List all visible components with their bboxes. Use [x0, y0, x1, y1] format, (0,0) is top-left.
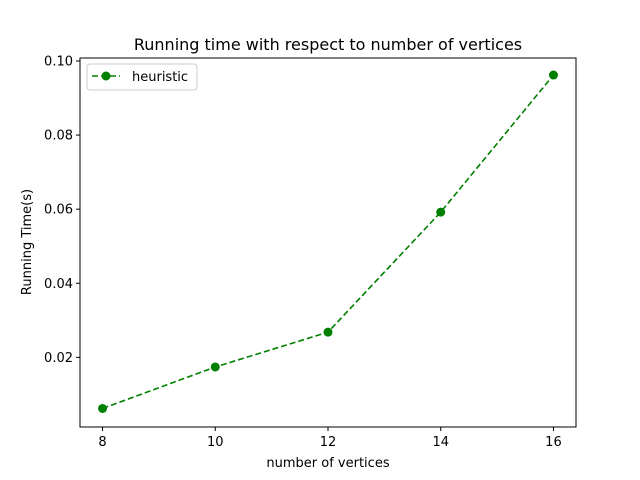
series-line-heuristic: [102, 74, 555, 410]
y-tick-label: 0.02: [44, 351, 73, 366]
axes-frame: [79, 57, 577, 428]
data-point: [98, 403, 108, 413]
y-axis-title: Running Time(s): [20, 189, 35, 295]
data-point: [436, 207, 446, 217]
legend-label: heuristic: [132, 70, 188, 85]
x-tick-label: 12: [320, 435, 337, 450]
x-axis-ticks: 8 10 12 14 16: [98, 427, 562, 450]
legend-box: [86, 63, 198, 91]
x-tick-label: 8: [98, 435, 106, 450]
y-tick-label: 0.06: [44, 203, 73, 218]
data-point: [548, 70, 558, 80]
y-tick-label: 0.04: [44, 277, 73, 292]
chart-title: Running time with respect to number of v…: [134, 35, 522, 54]
x-axis-title: number of vertices: [266, 456, 389, 471]
legend-marker-swatch: [101, 71, 111, 81]
data-point: [323, 327, 333, 337]
data-point: [210, 362, 220, 372]
y-axis-ticks: 0.02 0.04 0.06 0.08 0.10: [44, 54, 80, 366]
x-tick-label: 14: [432, 435, 449, 450]
legend: heuristic: [86, 63, 198, 91]
x-tick-label: 16: [545, 435, 562, 450]
y-tick-label: 0.10: [44, 54, 73, 69]
y-tick-label: 0.08: [44, 129, 73, 144]
x-tick-label: 10: [207, 435, 224, 450]
plot-area: [98, 70, 558, 413]
